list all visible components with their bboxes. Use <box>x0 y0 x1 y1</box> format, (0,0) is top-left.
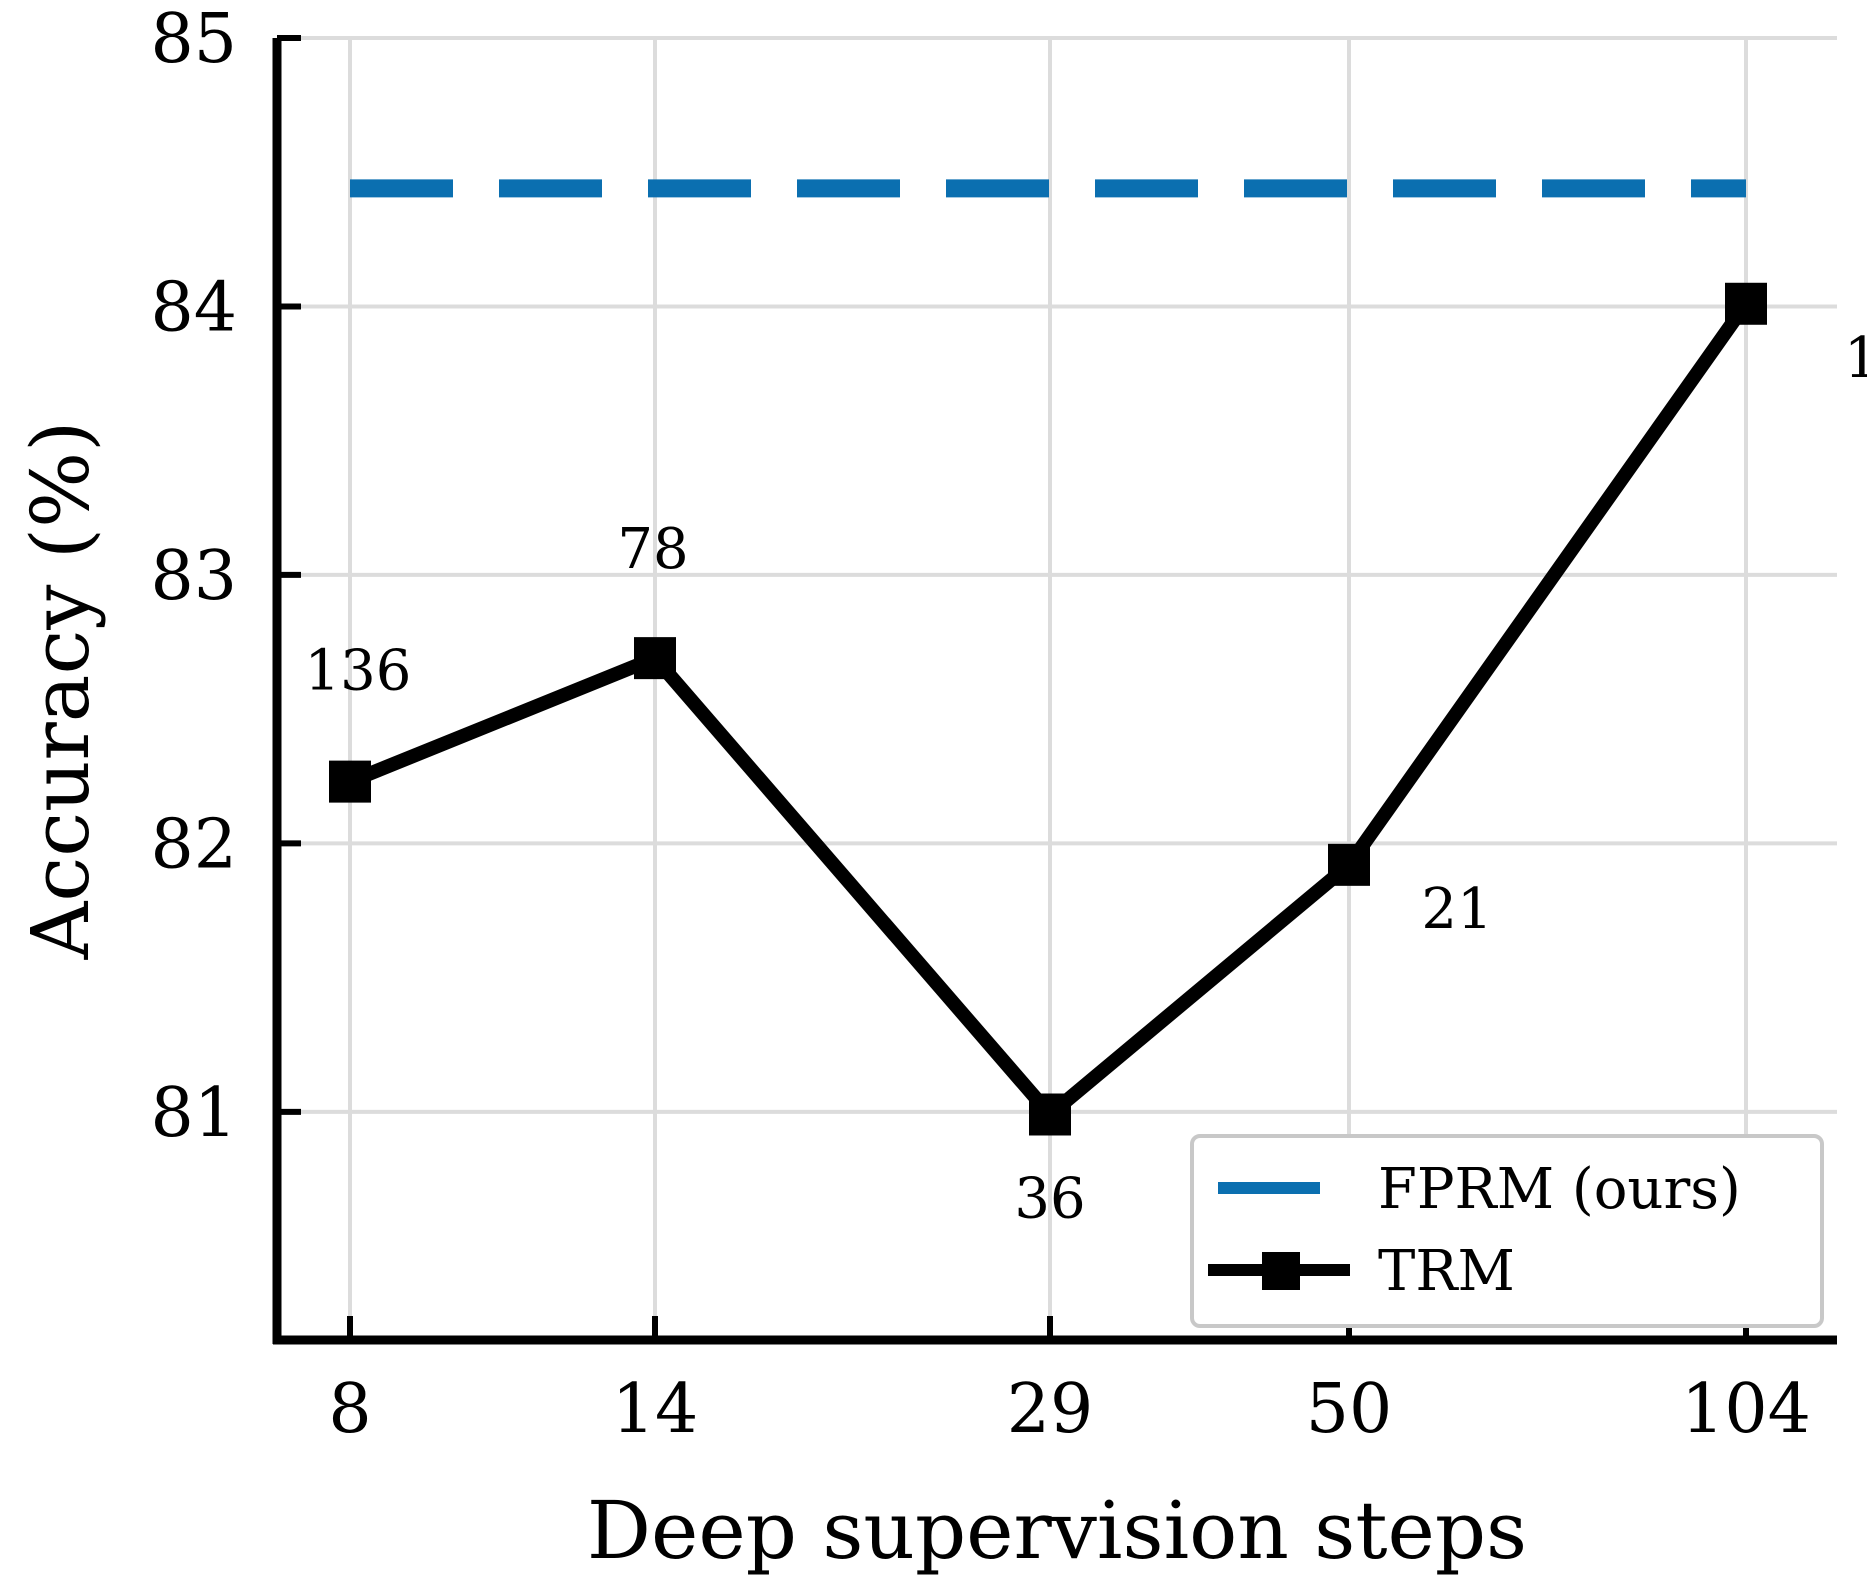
y-tick-label: 83 <box>150 537 237 616</box>
trm-marker <box>1029 1093 1071 1136</box>
point-label: 78 <box>617 517 688 582</box>
trm-marker <box>1725 282 1767 325</box>
trm-marker <box>634 637 676 680</box>
legend: FPRM (ours) TRM <box>1190 1134 1824 1328</box>
point-label: 21 <box>1421 877 1492 942</box>
x-tick-label: 29 <box>1007 1370 1094 1449</box>
x-axis-title: Deep supervision steps <box>587 1484 1527 1577</box>
x-tick-label: 8 <box>328 1370 371 1449</box>
series-layer <box>329 179 1767 1136</box>
y-axis-title: Accuracy (%) <box>14 421 107 961</box>
point-label: 10 <box>1844 326 1867 391</box>
legend-label-trm: TRM <box>1378 1239 1515 1304</box>
x-tick-label: 104 <box>1681 1370 1811 1449</box>
point-label: 36 <box>1014 1166 1085 1231</box>
y-tick-label: 81 <box>150 1074 237 1153</box>
x-tick-label: 50 <box>1306 1370 1393 1449</box>
grid-lines <box>277 36 1837 1340</box>
y-tick-label: 85 <box>150 0 237 79</box>
legend-label-fprm: FPRM (ours) <box>1378 1157 1741 1222</box>
legend-marker-trm <box>1262 1252 1300 1290</box>
x-tick-label: 14 <box>612 1370 699 1449</box>
point-label: 136 <box>305 639 412 704</box>
trm-marker <box>329 760 371 803</box>
y-tick-label: 84 <box>150 268 237 347</box>
tick-labels: 81 82 83 84 85 8 14 29 50 104 <box>150 0 1810 1449</box>
point-labels: 136 78 36 21 10 <box>305 326 1867 1232</box>
legend-box <box>1190 1134 1824 1328</box>
trm-marker <box>1328 843 1370 886</box>
y-tick-label: 82 <box>150 805 237 884</box>
axes <box>272 35 1837 1345</box>
